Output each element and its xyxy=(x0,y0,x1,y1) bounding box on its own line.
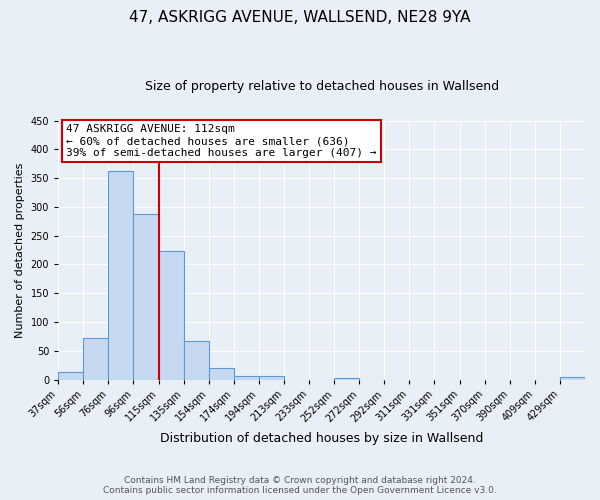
Bar xyxy=(158,250,184,380)
X-axis label: Distribution of detached houses by size in Wallsend: Distribution of detached houses by size … xyxy=(160,432,483,445)
Bar xyxy=(58,372,83,380)
Bar xyxy=(560,378,585,380)
Y-axis label: Number of detached properties: Number of detached properties xyxy=(15,162,25,338)
Text: 47 ASKRIGG AVENUE: 112sqm
← 60% of detached houses are smaller (636)
39% of semi: 47 ASKRIGG AVENUE: 112sqm ← 60% of detac… xyxy=(66,124,377,158)
Title: Size of property relative to detached houses in Wallsend: Size of property relative to detached ho… xyxy=(145,80,499,93)
Bar xyxy=(334,378,359,380)
Bar xyxy=(209,368,234,380)
Bar xyxy=(109,170,133,380)
Text: Contains HM Land Registry data © Crown copyright and database right 2024.
Contai: Contains HM Land Registry data © Crown c… xyxy=(103,476,497,495)
Bar xyxy=(83,338,109,380)
Text: 47, ASKRIGG AVENUE, WALLSEND, NE28 9YA: 47, ASKRIGG AVENUE, WALLSEND, NE28 9YA xyxy=(129,10,471,25)
Bar xyxy=(234,376,259,380)
Bar xyxy=(133,214,158,380)
Bar xyxy=(259,376,284,380)
Bar xyxy=(184,341,209,380)
